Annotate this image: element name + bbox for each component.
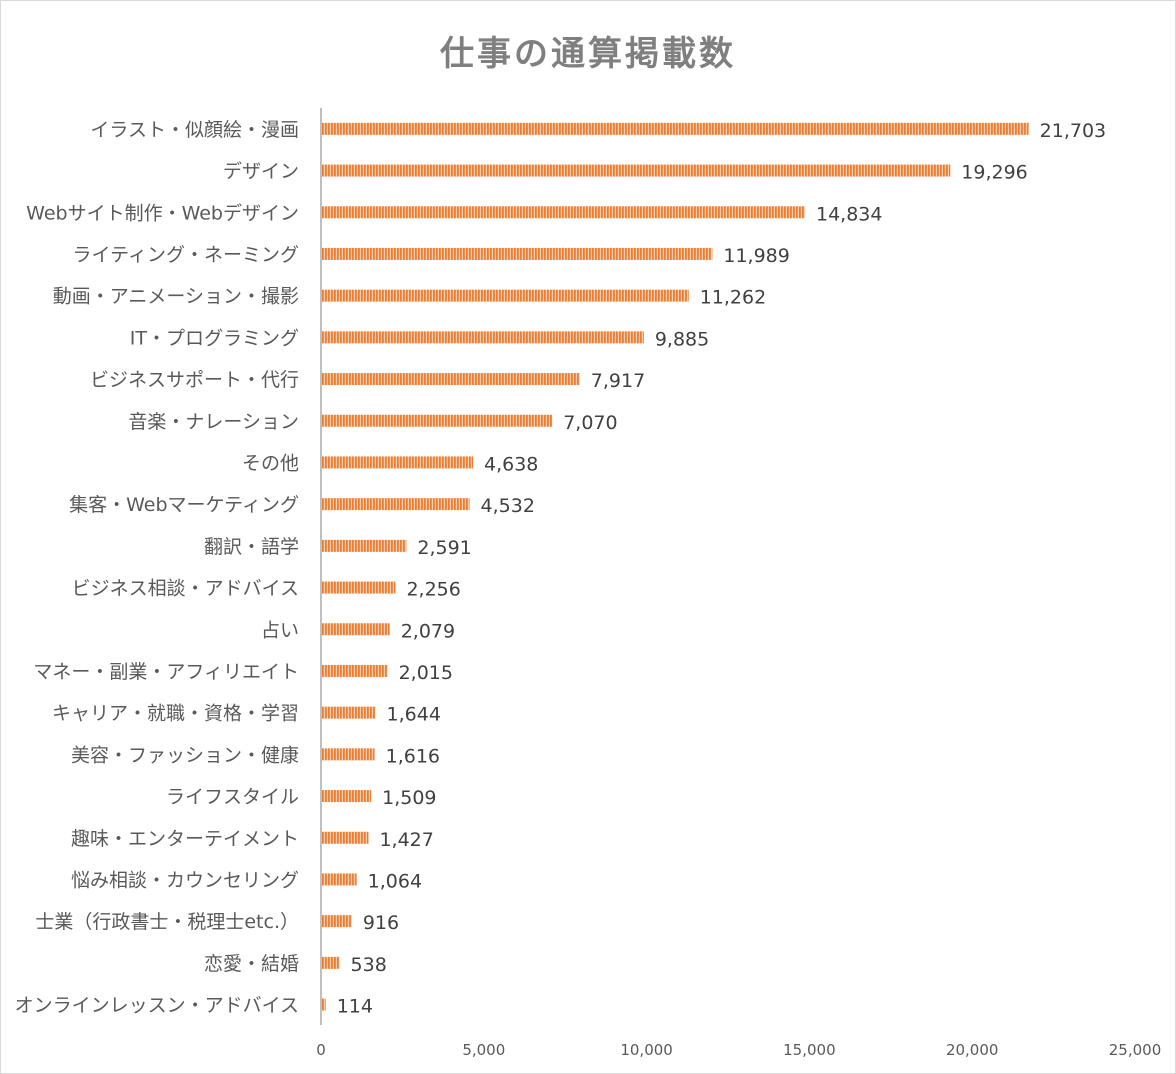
data-label: 114: [337, 996, 373, 1018]
bar: [322, 623, 390, 636]
category-label: ビジネスサポート・代行: [90, 369, 299, 391]
category-label: デザイン: [223, 161, 299, 183]
bar: [322, 247, 713, 260]
bar: [322, 414, 553, 427]
category-label: その他: [242, 452, 299, 474]
category-label: マネー・副業・アフィリエイト: [33, 661, 299, 683]
category-label: 音楽・ナレーション: [128, 411, 299, 433]
data-label: 1,509: [382, 787, 436, 809]
category-label: 動画・アニメーション・撮影: [53, 286, 299, 308]
data-label: 14,834: [816, 203, 882, 225]
bar: [322, 122, 1029, 135]
bar: [322, 373, 580, 386]
x-axis-tick-labels: 0 5,000 10,000 15,000 20,000 25,000: [316, 1041, 1161, 1059]
data-label: 916: [363, 912, 399, 934]
data-label: 7,917: [591, 370, 645, 392]
bar: [322, 539, 407, 552]
bar: [322, 581, 396, 594]
data-label: 2,079: [401, 620, 455, 642]
bar: [322, 164, 951, 177]
category-label: 占い: [261, 619, 299, 641]
category-label: Webサイト制作・Webデザイン: [26, 202, 299, 224]
category-label: 集客・Webマーケティング: [69, 494, 299, 516]
category-label: IT・プログラミング: [130, 327, 299, 349]
category-label: 美容・ファッション・健康: [71, 744, 299, 766]
x-tick-label: 25,000: [1109, 1041, 1162, 1059]
x-tick-label: 5,000: [462, 1041, 505, 1059]
data-label: 9,885: [655, 328, 709, 350]
category-label: 趣味・エンターテイメント: [71, 828, 299, 850]
bar: [322, 289, 689, 302]
bar: [322, 915, 352, 928]
bar: [322, 873, 357, 886]
category-label: 悩み相談・カウンセリング: [71, 869, 299, 891]
data-label: 1,064: [368, 870, 422, 892]
data-label: 19,296: [961, 162, 1027, 184]
data-label: 4,638: [484, 453, 538, 475]
category-label: 恋愛・結婚: [204, 953, 299, 975]
data-label: 11,989: [723, 245, 789, 267]
category-label: オンラインレッスン・アドバイス: [15, 995, 299, 1017]
bar: [322, 748, 375, 761]
category-label: ビジネス相談・アドバイス: [72, 578, 299, 600]
data-label: 1,427: [379, 829, 433, 851]
bar: [322, 790, 372, 803]
category-label: ライフスタイル: [166, 786, 299, 808]
bar: [322, 206, 805, 219]
x-tick-label: 10,000: [620, 1041, 673, 1059]
bar: [322, 456, 474, 469]
bar: [322, 331, 644, 344]
data-label: 4,532: [481, 495, 535, 517]
category-label: キャリア・就職・資格・学習: [52, 703, 299, 725]
bar: [322, 998, 326, 1011]
chart-title: 仕事の通算掲載数: [440, 34, 736, 74]
category-label: イラスト・似顔絵・漫画: [90, 119, 299, 141]
x-tick-label: 20,000: [946, 1041, 999, 1059]
data-label: 11,262: [700, 287, 766, 309]
data-label: 7,070: [563, 412, 617, 434]
data-label: 538: [351, 954, 387, 976]
x-tick-label: 0: [316, 1041, 326, 1059]
bars: [322, 122, 1029, 1011]
bar: [322, 706, 376, 719]
category-label: 士業（行政書士・税理士etc.）: [35, 911, 299, 933]
bar: [322, 664, 388, 677]
data-label: 1,616: [386, 745, 440, 767]
data-label: 2,256: [406, 579, 460, 601]
bar: [322, 498, 470, 511]
bar: [322, 956, 340, 969]
bar: [322, 831, 369, 844]
x-tick-label: 15,000: [783, 1041, 836, 1059]
data-label: 2,015: [399, 662, 453, 684]
category-label: 翻訳・語学: [204, 536, 299, 558]
category-label: ライティング・ネーミング: [73, 244, 299, 266]
value-labels: 21,703 19,296 14,834 11,989 11,262 9,885 7,917…: [337, 120, 1106, 1018]
data-label: 1,644: [387, 704, 441, 726]
data-label: 21,703: [1040, 120, 1106, 142]
data-label: 2,591: [417, 537, 471, 559]
